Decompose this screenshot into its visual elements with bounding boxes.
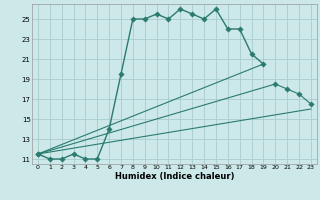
X-axis label: Humidex (Indice chaleur): Humidex (Indice chaleur) — [115, 172, 234, 181]
